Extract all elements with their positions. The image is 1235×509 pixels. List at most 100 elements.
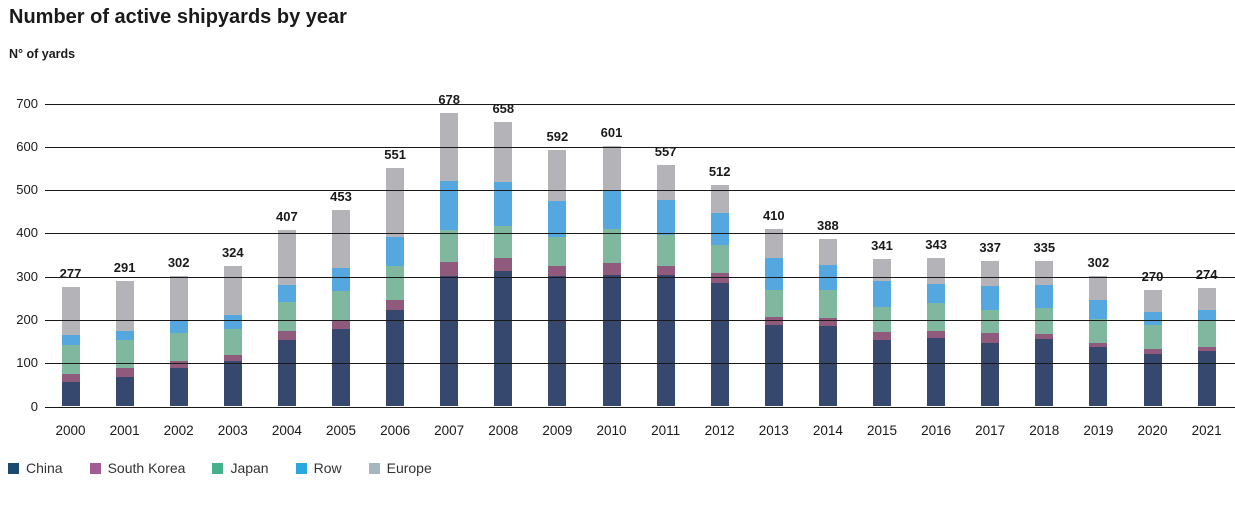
bar-segment-europe-2006 — [386, 167, 405, 238]
x-tick-label-2000: 2000 — [55, 423, 86, 438]
bar-segment-south-korea-2012 — [710, 273, 729, 283]
bar-segment-row-2019 — [1089, 300, 1108, 320]
bar-segment-south-korea-2009 — [548, 266, 567, 277]
bar-segment-japan-2014 — [818, 290, 837, 318]
bar-segment-south-korea-2000 — [61, 374, 80, 382]
bar-segment-japan-2019 — [1089, 319, 1108, 343]
x-tick-label-2016: 2016 — [921, 423, 952, 438]
bar-segment-europe-2008 — [494, 121, 513, 183]
bar-segment-japan-2012 — [710, 244, 729, 274]
bar-segment-japan-2011 — [656, 235, 675, 266]
bar-segment-south-korea-2017 — [981, 333, 1000, 344]
legend-item-japan: Japan — [212, 460, 269, 476]
bar-segment-row-2005 — [332, 267, 350, 291]
bar-segment-japan-2006 — [386, 266, 405, 300]
bar-segment-china-2016 — [927, 338, 946, 407]
chart-legend: China South Korea Japan Row Europe — [8, 459, 432, 477]
bar-total-label-2012: 512 — [708, 163, 731, 179]
bar-segment-japan-2000 — [61, 344, 80, 375]
x-tick-label-2014: 2014 — [812, 423, 843, 438]
bar-segment-row-2006 — [386, 237, 405, 267]
bar-total-label-2014: 388 — [817, 217, 839, 233]
bar-segment-china-2000 — [61, 381, 80, 407]
bar-total-label-2003: 324 — [221, 245, 244, 261]
legend-label: China — [26, 460, 63, 476]
bar-segment-europe-2018 — [1035, 261, 1054, 286]
x-tick-label-2012: 2012 — [704, 423, 735, 438]
x-tick-label-2021: 2021 — [1191, 423, 1222, 438]
bar-segment-europe-2014 — [818, 238, 837, 266]
bar-segment-europe-2017 — [981, 260, 1000, 287]
legend-item-europe: Europe — [368, 460, 432, 476]
bar-total-label-2008: 658 — [492, 100, 515, 116]
bar-segment-china-2020 — [1143, 353, 1162, 407]
bar-segment-japan-2009 — [548, 236, 567, 267]
gridline-400 — [45, 233, 1235, 235]
bar-segment-south-korea-2001 — [115, 367, 134, 377]
x-tick-label-2018: 2018 — [1029, 423, 1060, 438]
bar-segment-row-2011 — [656, 200, 675, 236]
bar-total-label-2005: 453 — [330, 189, 352, 205]
y-tick-label-0: 0 — [30, 398, 38, 414]
bar-segment-south-korea-2008 — [494, 258, 513, 272]
y-tick-label-400: 400 — [16, 225, 38, 241]
bar-total-label-2011: 557 — [654, 144, 677, 160]
bar-total-label-2002: 302 — [167, 254, 190, 270]
bar-segment-europe-2021 — [1197, 287, 1216, 310]
bar-segment-row-2004 — [277, 285, 296, 303]
bar-segment-south-korea-2007 — [440, 261, 459, 276]
legend-swatch-japan — [212, 462, 224, 474]
bar-segment-row-2013 — [764, 258, 783, 290]
bar-segment-row-2009 — [548, 201, 567, 237]
bar-segment-europe-2004 — [277, 230, 296, 286]
bar-segment-japan-2021 — [1197, 320, 1216, 347]
legend-label: Japan — [230, 460, 269, 476]
bar-segment-japan-2020 — [1143, 325, 1162, 350]
bar-segment-japan-2010 — [602, 229, 621, 263]
x-tick-label-2010: 2010 — [596, 423, 627, 438]
x-tick-label-2015: 2015 — [866, 423, 898, 438]
bar-total-label-2020: 270 — [1141, 268, 1164, 284]
legend-item-row: Row — [295, 460, 342, 476]
chart-title: Number of active shipyards by year — [9, 6, 347, 28]
bar-segment-row-2010 — [602, 190, 621, 230]
gridline-100 — [45, 363, 1235, 365]
bar-segment-row-2016 — [927, 284, 946, 304]
x-tick-label-2002: 2002 — [163, 423, 194, 438]
x-tick-label-2007: 2007 — [434, 423, 465, 438]
x-tick-label-2019: 2019 — [1083, 423, 1114, 438]
bar-total-label-2013: 410 — [762, 208, 785, 224]
bar-segment-row-2015 — [873, 280, 891, 307]
bar-segment-europe-2011 — [656, 165, 675, 201]
bar-total-label-2017: 337 — [979, 239, 1002, 255]
x-tick-label-2008: 2008 — [488, 423, 519, 438]
y-tick-label-700: 700 — [16, 95, 38, 111]
bar-segment-south-korea-2010 — [602, 262, 621, 276]
bar-segment-south-korea-2020 — [1143, 349, 1162, 354]
legend-swatch-south-korea — [89, 462, 101, 474]
y-axis-unit-label: N° of yards — [9, 47, 76, 61]
x-tick-label-2009: 2009 — [542, 423, 573, 438]
bar-segment-row-2014 — [818, 265, 837, 291]
bar-segment-south-korea-2004 — [277, 330, 296, 340]
bar-total-label-2010: 601 — [600, 125, 623, 141]
legend-item-china: China — [8, 460, 63, 476]
bar-segment-row-2000 — [61, 334, 80, 345]
bar-total-label-2000: 277 — [59, 265, 82, 281]
bar-segment-china-2012 — [710, 282, 729, 407]
plot-area: 0 100 200 300 400 500 600 700 277 2000 291 2001 302 2… — [16, 92, 1235, 438]
gridline-700 — [45, 103, 1235, 105]
bar-segment-south-korea-2011 — [656, 265, 675, 276]
legend-label: South Korea — [107, 460, 186, 476]
bar-total-label-2001: 291 — [113, 259, 136, 275]
bar-segment-south-korea-2021 — [1197, 346, 1216, 351]
bar-segment-china-2017 — [981, 343, 1000, 407]
gridline-300 — [45, 276, 1235, 278]
bar-segment-row-2012 — [710, 212, 729, 245]
bar-segment-japan-2017 — [981, 310, 1000, 334]
bar-segment-china-2010 — [602, 275, 621, 407]
x-tick-label-2004: 2004 — [271, 423, 302, 438]
bar-segment-china-2005 — [332, 329, 350, 407]
bar-total-label-2006: 551 — [384, 146, 406, 162]
bar-segment-japan-2002 — [169, 332, 188, 362]
